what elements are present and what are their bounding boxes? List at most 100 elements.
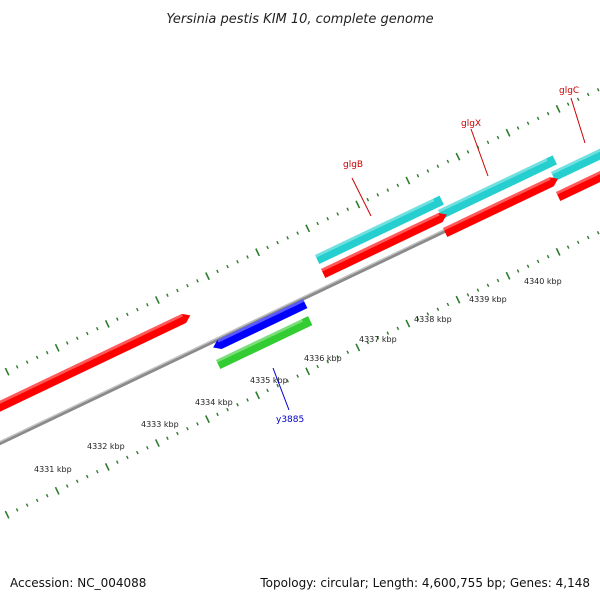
cds-left-red-body	[0, 313, 191, 413]
inner-tick	[296, 374, 299, 378]
outer-tick	[266, 245, 269, 250]
outer-tick	[496, 135, 500, 140]
outer-tick	[536, 116, 540, 121]
inner-tick	[326, 360, 330, 364]
inner-tick	[186, 426, 189, 431]
inner-tick	[154, 439, 160, 447]
outer-tick	[316, 221, 320, 226]
outer-tick	[186, 283, 189, 288]
tick-row-inner	[4, 231, 600, 519]
inner-tick	[305, 367, 311, 376]
tick-label-4337: 4337 kbp	[359, 335, 397, 344]
outer-tick	[326, 217, 330, 221]
outer-tick	[346, 207, 350, 211]
inner-tick	[536, 259, 540, 264]
tick-label-4331: 4331 kbp	[34, 465, 72, 474]
outer-tick	[54, 343, 60, 352]
inner-tick	[255, 391, 261, 400]
outer-tick	[4, 367, 10, 376]
outer-tick	[505, 128, 511, 137]
inner-tick	[176, 431, 179, 436]
inner-tick	[236, 403, 239, 407]
inner-tick	[286, 379, 289, 383]
outer-tick	[276, 240, 279, 245]
inner-tick	[4, 510, 10, 519]
outer-tick	[104, 319, 110, 328]
inner-tick	[455, 295, 461, 304]
outer-tick	[255, 248, 261, 257]
glgB-leader-line	[351, 177, 372, 217]
gene-glgB-cyan	[315, 195, 444, 265]
outer-tick	[386, 188, 390, 192]
outer-tick	[115, 317, 119, 321]
outer-tick	[376, 193, 380, 197]
gene-y3885-green-body	[216, 316, 313, 370]
outer-tick	[35, 355, 39, 360]
tick-label-4339: 4339 kbp	[469, 295, 507, 304]
inner-tick	[266, 388, 269, 393]
glgC-leader-line	[570, 97, 586, 144]
y3885-leader-line	[272, 367, 290, 411]
outer-tick	[555, 104, 561, 113]
cds-glgB-red	[321, 213, 447, 279]
genome-summary-text: Topology: circular; Length: 4,600,755 bp…	[260, 576, 590, 590]
cds-glgB-red-shine	[321, 213, 440, 272]
outer-tick	[455, 152, 461, 161]
inner-tick	[166, 436, 169, 440]
outer-tick	[436, 164, 440, 168]
gene-label-glgB[interactable]: glgB	[343, 160, 363, 170]
inner-tick	[396, 326, 400, 331]
accession-text: Accession: NC_004088	[10, 576, 147, 590]
gene-glgC-cyan	[551, 141, 600, 182]
outer-tick	[65, 341, 69, 345]
inner-tick	[146, 446, 149, 450]
inner-tick	[596, 231, 600, 235]
gene-glgX-cyan-shine	[438, 158, 548, 213]
gene-glgX-cyan-body	[438, 155, 557, 220]
cds-glgX-red-shine	[443, 177, 551, 231]
outer-tick	[286, 236, 289, 240]
inner-tick	[426, 312, 430, 316]
tick-label-4336: 4336 kbp	[304, 354, 342, 363]
cds-glgB-red-body	[321, 213, 447, 279]
inner-tick	[336, 355, 340, 359]
outer-tick	[196, 279, 199, 283]
feature-track	[0, 141, 600, 413]
outer-tick	[95, 326, 99, 331]
tick-label-4335: 4335 kbp	[250, 376, 288, 385]
gene-y3885-green-shine	[216, 319, 303, 363]
inner-tick	[516, 269, 520, 273]
inner-tick	[226, 407, 229, 412]
outer-tick	[236, 260, 239, 264]
glgX-leader-line	[470, 128, 489, 177]
inner-tick	[25, 503, 29, 507]
inner-tick	[466, 293, 470, 297]
gene-glgB-cyan-body	[315, 195, 444, 265]
outer-tick	[176, 288, 179, 293]
outer-tick	[154, 296, 160, 304]
inner-tick	[416, 317, 420, 321]
cds-y3885-blue-shine	[217, 299, 305, 343]
inner-tick	[566, 245, 570, 249]
outer-tick	[136, 307, 139, 312]
inner-tick	[486, 283, 490, 288]
inner-tick	[436, 307, 440, 311]
outer-tick	[205, 272, 210, 281]
cds-left-red-shine	[0, 313, 184, 406]
inner-tick	[54, 486, 60, 495]
gene-label-y3885[interactable]: y3885	[276, 415, 304, 425]
inner-tick	[45, 493, 49, 498]
gene-label-glgX[interactable]: glgX	[461, 119, 481, 129]
inner-tick	[136, 450, 139, 455]
gene-label-glgC[interactable]: glgC	[559, 86, 579, 96]
inner-tick	[576, 240, 580, 245]
inner-tick	[104, 462, 110, 471]
gene-glgX-cyan	[438, 155, 557, 220]
inner-tick	[505, 271, 511, 280]
cds-y3885-blue	[213, 299, 308, 350]
inner-tick	[126, 455, 129, 460]
inner-tick	[15, 508, 19, 512]
tick-label-4334: 4334 kbp	[195, 398, 233, 407]
inner-tick	[316, 364, 320, 369]
outer-tick	[576, 97, 580, 102]
